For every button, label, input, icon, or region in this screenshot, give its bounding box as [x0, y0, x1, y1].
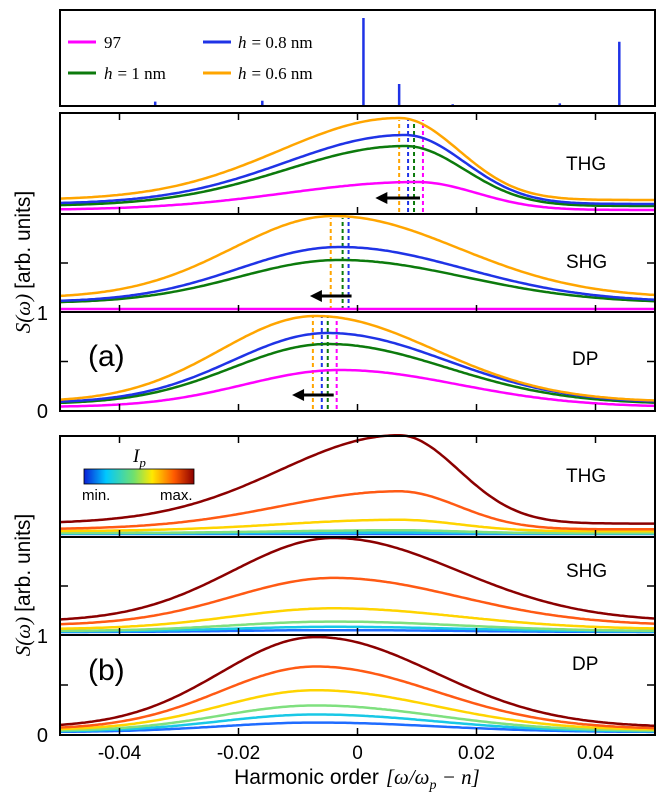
- colorbar: Ip min. max.: [82, 446, 195, 504]
- curve-shg: [59, 214, 656, 298]
- panel-a-ylabel: S(ω)[arb. units]: [11, 191, 35, 333]
- x-tick-label: 0.04: [577, 743, 614, 764]
- curve-dp-intensity: [59, 665, 655, 730]
- curve-dp-intensity: [59, 689, 656, 731]
- curve-dp: [60, 368, 656, 408]
- curve-shg-intensity: [59, 625, 655, 633]
- curve-thg: [59, 144, 655, 208]
- colorbar-gradient: [83, 468, 195, 485]
- x-tick-label: 0: [352, 743, 363, 764]
- curve-dp-intensity: [60, 704, 656, 732]
- panel-b-tag: (b): [88, 654, 125, 687]
- panel-b-ylabel: S(ω)[arb. units]: [11, 514, 35, 656]
- x-axis: -0.04 -0.02 0 0.02 0.04 Harmonic order [ω/ωp …: [98, 743, 615, 793]
- panel-b-label-dp: DP: [572, 654, 598, 675]
- panel-a: THG SHG DP (a) 1 0 S(ω)[arb. units]: [11, 112, 656, 423]
- panel-a-ytick-0: 0: [37, 401, 48, 423]
- legend-label-h1: h = 1 nm: [104, 64, 166, 83]
- legend-entry-h06: h = 0.6 nm: [203, 64, 313, 83]
- legend-label-97: 97: [104, 33, 122, 52]
- legend: 97 h = 1 nm h = 0.8 nm h = 0.6 nm: [68, 33, 313, 83]
- panel-b-label-shg: SHG: [566, 561, 607, 582]
- curve-dp: [59, 342, 655, 405]
- x-tick-labels: -0.04 -0.02 0 0.02 0.04: [98, 743, 615, 764]
- curve-shg-intensity: [59, 576, 656, 626]
- x-tick-label: -0.02: [217, 743, 260, 764]
- legend-label-h08: h = 0.8 nm: [238, 33, 313, 52]
- x-tick-label: -0.04: [98, 743, 142, 764]
- panel-a-curves: [59, 116, 656, 409]
- curve-shg: [59, 258, 656, 304]
- shift-arrowhead-thg: [375, 192, 388, 204]
- curve-thg: [59, 133, 655, 206]
- panel-b-ytick-0: 0: [37, 725, 48, 747]
- legend-entry-97: 97: [68, 33, 122, 52]
- colorbar-min-label: min.: [82, 487, 110, 504]
- panel-a-label-shg: SHG: [566, 252, 607, 273]
- shift-arrowhead-dp: [292, 389, 305, 401]
- curve-dp-intensity: [59, 635, 655, 727]
- x-axis-label: Harmonic order [ω/ωp − n]: [234, 765, 480, 793]
- panel-b: THG SHG DP (b) 1 0 S(ω)[arb. units] Ip m…: [11, 434, 656, 747]
- spectrum-bars: [153, 18, 621, 106]
- panel-b-curves: [59, 434, 656, 734]
- panel-b-ticks: [60, 436, 655, 736]
- curve-dp-intensity: [60, 713, 655, 733]
- colorbar-max-label: max.: [160, 487, 193, 504]
- panel-a-label-dp: DP: [572, 349, 598, 370]
- curve-dp: [59, 314, 656, 402]
- curve-thg-intensity: [60, 490, 655, 531]
- curve-shg-intensity: [59, 620, 656, 633]
- curve-dp-intensity: [60, 721, 655, 734]
- curve-shg-intensity: [59, 607, 655, 630]
- curve-thg: [59, 116, 655, 202]
- colorbar-title: Ip: [132, 446, 146, 470]
- curve-thg: [60, 180, 655, 212]
- panel-a-ticks: [60, 113, 655, 412]
- legend-entry-h1: h = 1 nm: [68, 64, 166, 83]
- panel-b-label-thg: THG: [566, 466, 606, 487]
- shift-arrowhead-shg: [309, 290, 322, 302]
- curve-thg-intensity: [60, 518, 655, 533]
- x-tick-label: 0.02: [458, 743, 495, 764]
- panel-a-ytick-1: 1: [37, 303, 48, 325]
- curve-shg: [59, 245, 656, 303]
- curve-shg-intensity: [59, 536, 656, 621]
- panel-a-label-thg: THG: [566, 154, 606, 175]
- panel-b-ytick-1: 1: [37, 626, 48, 648]
- spectrum-frame: [59, 9, 656, 107]
- legend-entry-h08: h = 0.8 nm: [203, 33, 313, 52]
- spectrum-panel: 97 h = 1 nm h = 0.8 nm h = 0.6 nm: [59, 9, 656, 107]
- panel-a-tag: (a): [88, 340, 125, 373]
- legend-label-h06: h = 0.6 nm: [238, 64, 313, 83]
